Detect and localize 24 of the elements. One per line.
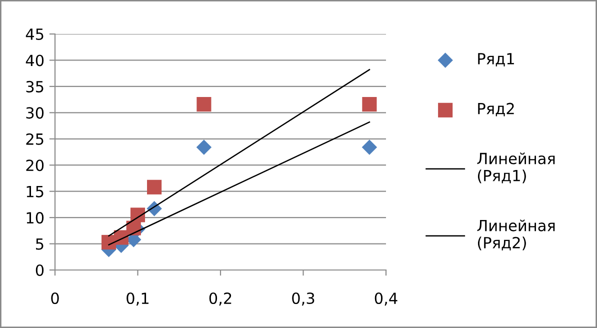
point bbox=[196, 96, 212, 112]
x-tick-label: 0,1 bbox=[126, 292, 148, 306]
point bbox=[362, 96, 377, 112]
y-tick-label: 20 bbox=[26, 160, 44, 172]
y-tick-label: 45 bbox=[26, 28, 44, 40]
y-tick-label: 30 bbox=[26, 107, 44, 119]
legend-label: Линейная (Ряд1) bbox=[477, 152, 555, 184]
y-tick-label: 5 bbox=[36, 238, 44, 250]
point bbox=[362, 140, 378, 155]
legend-label: Ряд1 bbox=[478, 53, 514, 66]
x-tick-label: 0,2 bbox=[209, 292, 232, 306]
legend-label: Линейная (Ряд2) bbox=[477, 220, 555, 250]
point bbox=[147, 180, 162, 194]
y-tick-label: 40 bbox=[26, 54, 44, 66]
y-tick-label: 25 bbox=[26, 133, 44, 145]
y-tick-label: 15 bbox=[26, 186, 44, 198]
y-tick-label: 0 bbox=[36, 264, 44, 276]
y-tick-label: 35 bbox=[26, 80, 44, 92]
x-tick-label: 0 bbox=[51, 292, 59, 304]
x-tick-label: 0,4 bbox=[374, 292, 398, 306]
point bbox=[196, 140, 212, 155]
legend-label: Ряд2 bbox=[478, 102, 514, 116]
y-tick-label: 10 bbox=[26, 212, 44, 224]
x-tick-label: 0,3 bbox=[292, 292, 314, 306]
